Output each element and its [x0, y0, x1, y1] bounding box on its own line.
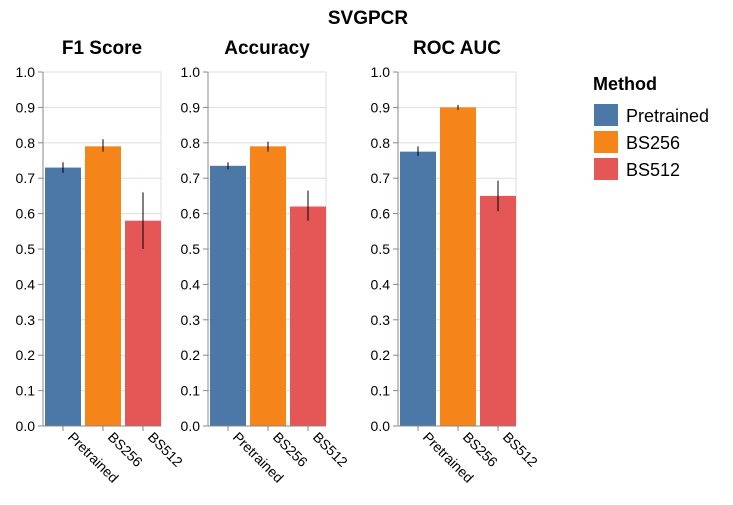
y-tick-label: 0.1	[16, 383, 36, 399]
y-tick-label: 1.0	[371, 64, 391, 80]
bar-bs256	[440, 107, 476, 427]
y-tick-label: 0.0	[16, 418, 36, 434]
y-tick-label: 0.4	[181, 276, 201, 292]
y-tick-label: 0.2	[16, 347, 36, 363]
y-tick-label: 0.1	[181, 383, 201, 399]
y-tick-label: 0.2	[181, 347, 201, 363]
y-tick-label: 0.4	[16, 276, 36, 292]
y-tick-label: 0.8	[371, 135, 391, 151]
y-tick-label: 0.3	[371, 312, 391, 328]
bar-pretrained	[210, 165, 246, 426]
bar-bs512	[480, 195, 516, 426]
y-tick-label: 0.9	[371, 99, 391, 115]
y-tick-label: 0.4	[371, 276, 391, 292]
y-tick-label: 0.1	[371, 383, 391, 399]
bar-bs512	[290, 206, 326, 426]
legend-label: BS512	[626, 160, 680, 180]
bar-pretrained	[45, 167, 81, 426]
panel-title: F1 Score	[62, 38, 142, 59]
panel-title: ROC AUC	[413, 38, 501, 59]
x-tick-label: BS512	[310, 429, 351, 470]
panel-1: Accuracy 0.0 0.1 0.2 0.3 0.4 0.5 0.6 0.7 0.8 0.9 1.…	[181, 38, 352, 486]
y-tick-label: 0.9	[16, 99, 36, 115]
y-tick-label: 0.2	[371, 347, 391, 363]
legend-swatch-bs256	[594, 131, 618, 153]
x-tick-label: BS512	[145, 429, 186, 470]
legend-label: BS256	[626, 133, 680, 153]
legend-swatch-pretrained	[594, 104, 618, 126]
y-tick-label: 0.7	[16, 170, 36, 186]
bar-bs512	[125, 220, 161, 426]
panel-title: Accuracy	[224, 38, 310, 59]
y-tick-label: 0.6	[181, 206, 201, 222]
legend-label: Pretrained	[626, 106, 709, 126]
figure-title: SVGPCR	[328, 8, 409, 29]
y-tick-label: 0.8	[181, 135, 201, 151]
y-tick-label: 0.0	[371, 418, 391, 434]
y-tick-label: 0.3	[181, 312, 201, 328]
panel-2: ROC AUC 0.0 0.1 0.2 0.3 0.4 0.5 0.6 0.7 0.8 0.9 1.0…	[371, 38, 542, 486]
panel-0: F1 Score 0.0 0.1 0.2 0.3 0.4 0.5 0.6 0.7 0.8 0.9 1.…	[16, 38, 187, 486]
bar-pretrained	[400, 151, 436, 426]
legend-title: Method	[593, 74, 657, 94]
y-tick-label: 0.6	[371, 206, 391, 222]
y-tick-label: 1.0	[181, 64, 201, 80]
y-tick-label: 0.6	[16, 206, 36, 222]
y-tick-label: 0.7	[371, 170, 391, 186]
bar-bs256	[250, 146, 286, 426]
x-tick-label: BS512	[500, 429, 541, 470]
y-tick-label: 0.5	[371, 241, 391, 257]
chart-panels: F1 Score 0.0 0.1 0.2 0.3 0.4 0.5 0.6 0.7 0.8 0.9 1.…	[16, 38, 542, 486]
y-tick-label: 0.8	[16, 135, 36, 151]
y-tick-label: 0.9	[181, 99, 201, 115]
y-tick-label: 0.5	[16, 241, 36, 257]
y-tick-label: 0.5	[181, 241, 201, 257]
legend: Method Pretrained BS256 BS512	[593, 74, 709, 180]
y-tick-label: 0.7	[181, 170, 201, 186]
legend-swatch-bs512	[594, 158, 618, 180]
y-tick-label: 0.0	[181, 418, 201, 434]
bar-bs256	[85, 146, 121, 426]
y-tick-label: 1.0	[16, 64, 36, 80]
y-tick-label: 0.3	[16, 312, 36, 328]
